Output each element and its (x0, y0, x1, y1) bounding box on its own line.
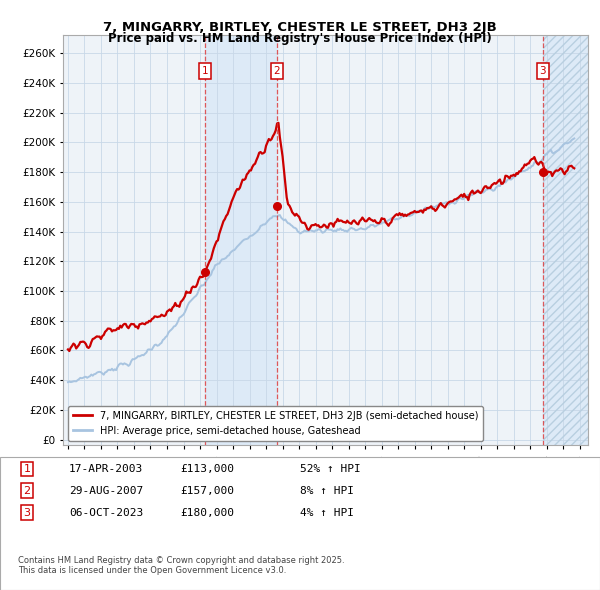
Text: £113,000: £113,000 (180, 464, 234, 474)
Bar (205, 35, 277, 445)
Bar (543, 35, 588, 445)
Text: 2: 2 (274, 66, 280, 76)
Text: 8% ↑ HPI: 8% ↑ HPI (300, 486, 354, 496)
Text: 3: 3 (23, 508, 31, 517)
Text: 2: 2 (23, 486, 31, 496)
Text: Price paid vs. HM Land Registry's House Price Index (HPI): Price paid vs. HM Land Registry's House … (108, 32, 492, 45)
Text: £157,000: £157,000 (180, 486, 234, 496)
Text: 4% ↑ HPI: 4% ↑ HPI (300, 508, 354, 517)
Text: 29-AUG-2007: 29-AUG-2007 (69, 486, 143, 496)
Text: 17-APR-2003: 17-APR-2003 (69, 464, 143, 474)
Bar (543, 35, 588, 445)
Legend: 7, MINGARRY, BIRTLEY, CHESTER LE STREET, DH3 2JB (semi-detached house), HPI: Ave: 7, MINGARRY, BIRTLEY, CHESTER LE STREET,… (68, 406, 484, 441)
Text: 1: 1 (23, 464, 31, 474)
Text: Contains HM Land Registry data © Crown copyright and database right 2025.
This d: Contains HM Land Registry data © Crown c… (18, 556, 344, 575)
Text: £180,000: £180,000 (180, 508, 234, 517)
Text: 1: 1 (202, 66, 208, 76)
Text: 52% ↑ HPI: 52% ↑ HPI (300, 464, 361, 474)
Text: 06-OCT-2023: 06-OCT-2023 (69, 508, 143, 517)
Text: 3: 3 (539, 66, 546, 76)
Text: 7, MINGARRY, BIRTLEY, CHESTER LE STREET, DH3 2JB: 7, MINGARRY, BIRTLEY, CHESTER LE STREET,… (103, 21, 497, 34)
